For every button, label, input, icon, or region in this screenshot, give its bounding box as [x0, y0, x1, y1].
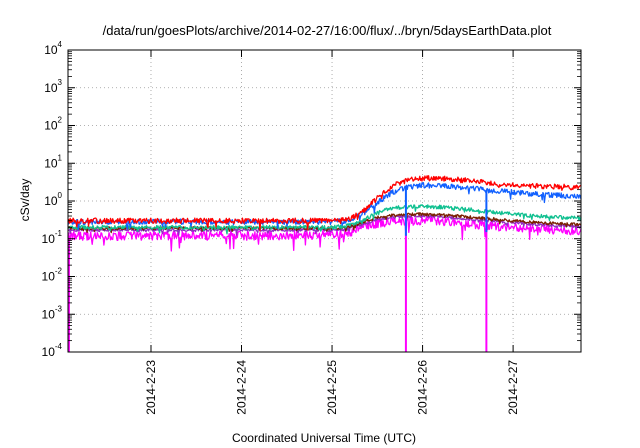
- y-tick-label: 10-2: [42, 267, 63, 284]
- y-tick-label: 10-3: [42, 304, 63, 321]
- y-tick-label: 10-4: [42, 342, 63, 359]
- chart-title: /data/run/goesPlots/archive/2014-02-27/1…: [103, 23, 552, 38]
- y-tick-label: 104: [44, 40, 62, 57]
- series-line: [67, 215, 582, 252]
- x-tick-label: 2014-2-26: [416, 360, 430, 415]
- grid: [68, 50, 581, 352]
- x-tick-labels: 2014-2-23 2014-2-24 2014-2-25 2014-2-26 2014…: [144, 360, 520, 415]
- y-tick-label: 103: [44, 78, 62, 95]
- series-line: [67, 204, 582, 235]
- x-axis-label: Coordinated Universal Time (UTC): [232, 431, 416, 445]
- series-line: [67, 182, 582, 231]
- series-group: [67, 175, 582, 352]
- x-tick-label: 2014-2-25: [325, 360, 339, 415]
- y-tick-label: 100: [44, 191, 62, 208]
- y-axis-label: cSv/day: [18, 179, 32, 222]
- ticks: [68, 49, 581, 353]
- y-tick-labels: 10-4 10-3 10-2 10-1 100 101 102 103 104: [42, 40, 63, 359]
- x-tick-label: 2014-2-23: [144, 360, 158, 415]
- x-tick-label: 2014-2-27: [506, 360, 520, 415]
- y-tick-label: 101: [44, 153, 62, 170]
- y-tick-label: 10-1: [42, 229, 63, 246]
- series-line: [67, 175, 582, 232]
- y-tick-label: 102: [44, 116, 62, 133]
- x-tick-label: 2014-2-24: [235, 360, 249, 415]
